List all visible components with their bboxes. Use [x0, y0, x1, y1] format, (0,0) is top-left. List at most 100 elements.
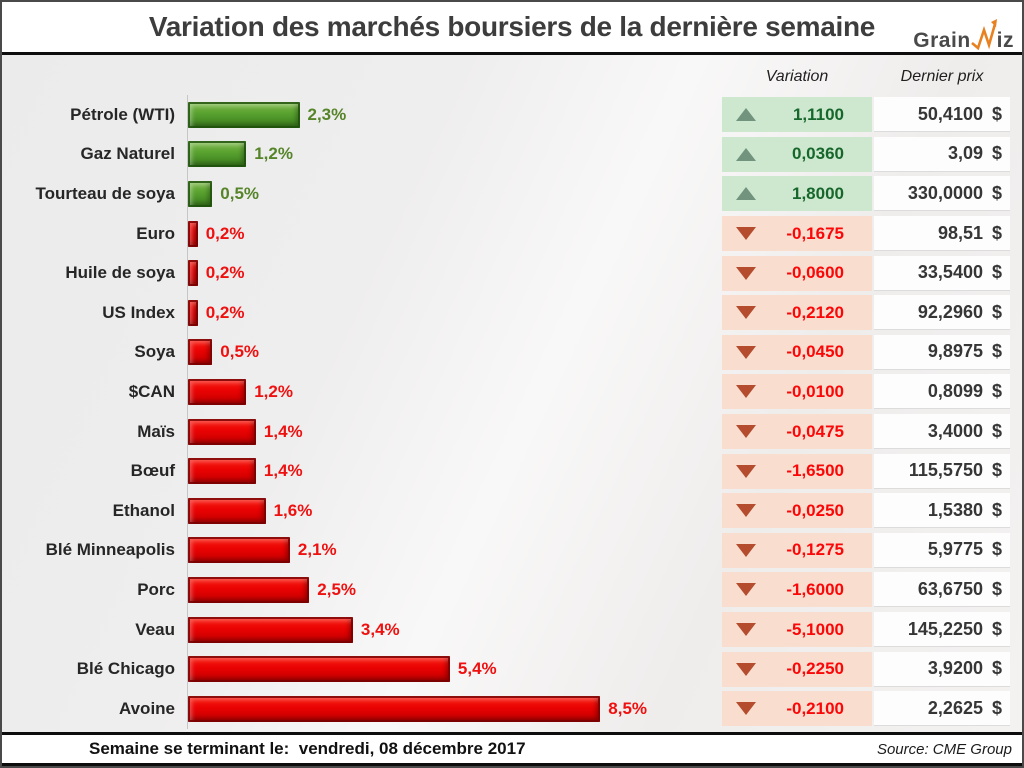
currency-symbol: $ [991, 420, 1002, 441]
variation-value: -0,2100 [786, 698, 844, 718]
variation-cell: -0,0100 [722, 374, 872, 410]
down-triangle-icon [736, 662, 756, 676]
row-label: US Index [102, 302, 175, 322]
up-triangle-icon [736, 108, 756, 122]
bar-value: 3,4% [360, 619, 400, 639]
row-label: Tourteau de soya [35, 183, 176, 203]
bar-value: 2,3% [307, 104, 347, 124]
variation-value: 0,0360 [792, 144, 844, 164]
commodity-row: Pétrole (WTI) 2,3% 1,1100 50,4100 $ [2, 95, 1022, 135]
row-label: Ethanol [112, 500, 175, 520]
commodity-row: Gaz Naturel 1,2% 0,0360 3,09 $ [2, 134, 1022, 175]
currency-symbol: $ [991, 539, 1002, 560]
variation-cell: -0,1675 [722, 216, 872, 252]
bar-area: 1,4% [187, 451, 722, 491]
currency-symbol: $ [991, 301, 1002, 322]
price-cell: 92,2960 $ [874, 295, 1010, 331]
price-value: 9,8975 [927, 341, 983, 362]
price-value: 0,8099 [927, 380, 983, 401]
bar-value: 0,5% [220, 183, 260, 203]
bar-value: 0,5% [220, 342, 260, 362]
bar [188, 418, 256, 445]
logo-text-grain: Grain [913, 29, 971, 52]
price-column-header: Dernier prix [900, 67, 984, 85]
currency-symbol: $ [991, 697, 1002, 718]
bar-area: 2,3% [187, 95, 722, 135]
commodity-row: Huile de soya 0,2% -0,0600 33,5400 $ [2, 253, 1022, 293]
row-label: Bœuf [130, 461, 175, 481]
down-triangle-icon [736, 266, 756, 280]
variation-cell: 1,8000 [722, 176, 872, 212]
currency-symbol: $ [991, 499, 1002, 520]
bar [188, 101, 300, 128]
price-value: 50,4100 [917, 103, 983, 124]
commodity-row: Bœuf 1,4% -1,6500 115,5750 $ [2, 451, 1022, 491]
variation-cell: -5,1000 [722, 612, 872, 648]
bar [188, 656, 450, 683]
variation-cell: -0,2100 [722, 691, 872, 727]
row-label: Pétrole (WTI) [70, 104, 175, 124]
currency-symbol: $ [991, 658, 1002, 679]
price-cell: 3,4000 $ [874, 414, 1010, 450]
commodity-row: Avoine 8,5% -0,2100 2,2625 $ [2, 688, 1022, 729]
price-value: 330,0000 [907, 182, 983, 203]
bar [188, 299, 198, 326]
bar-area: 2,1% [187, 530, 722, 571]
variation-cell: -1,6000 [722, 572, 872, 608]
commodity-row: Maïs 1,4% -0,0475 3,4000 $ [2, 411, 1022, 452]
bar-area: 1,4% [187, 411, 722, 452]
row-label: Veau [135, 619, 175, 639]
variation-cell: -0,0475 [722, 414, 872, 450]
variation-value: -0,2250 [786, 659, 844, 679]
variation-cell: -0,2250 [722, 651, 872, 687]
bar [188, 180, 213, 207]
price-value: 1,5380 [927, 499, 983, 520]
row-label: Gaz Naturel [80, 144, 175, 164]
variation-cell: 1,1100 [722, 97, 872, 133]
up-triangle-icon [736, 147, 756, 161]
bar [188, 220, 198, 247]
variation-column-header: Variation [765, 67, 829, 85]
price-cell: 0,8099 $ [874, 374, 1010, 410]
price-cell: 5,9775 $ [874, 532, 1010, 568]
bar-value: 1,2% [254, 381, 293, 401]
variation-value: 1,8000 [792, 183, 844, 203]
price-cell: 33,5400 $ [874, 255, 1010, 291]
commodity-row: Veau 3,4% -5,1000 145,2250 $ [2, 609, 1022, 650]
commodity-row: Euro 0,2% -0,1675 98,51 $ [2, 213, 1022, 254]
currency-symbol: $ [991, 182, 1002, 203]
up-triangle-icon [736, 187, 756, 201]
commodity-row: US Index 0,2% -0,2120 92,2960 $ [2, 292, 1022, 333]
bar [188, 616, 353, 643]
variation-value: -0,1275 [786, 540, 844, 560]
variation-cell: -0,1275 [722, 532, 872, 568]
logo-zigzag-chart-icon [970, 19, 997, 51]
down-triangle-icon [736, 345, 756, 359]
bar [188, 378, 247, 405]
bar-value: 0,2% [205, 263, 245, 283]
down-triangle-icon [736, 583, 756, 597]
down-triangle-icon [736, 464, 756, 478]
variation-value: -1,6500 [786, 461, 844, 481]
report-header: Variation des marchés boursiers de la de… [2, 2, 1022, 55]
bar-area: 3,4% [187, 609, 722, 650]
page-title: Variation des marchés boursiers de la de… [148, 11, 876, 42]
row-label: Porc [137, 579, 175, 599]
price-value: 33,5400 [917, 262, 983, 283]
currency-symbol: $ [991, 222, 1002, 243]
report-footer: Semaine se terminant le: vendredi, 08 dé… [2, 732, 1022, 766]
bar-area: 0,5% [187, 174, 722, 214]
commodity-row: Ethanol 1,6% -0,0250 1,5380 $ [2, 490, 1022, 531]
row-label: Blé Chicago [76, 659, 175, 679]
bar-value: 1,4% [263, 461, 303, 481]
bar-area: 0,2% [187, 253, 722, 293]
commodity-row: Soya 0,5% -0,0450 9,8975 $ [2, 332, 1022, 373]
variation-value: -0,1675 [786, 223, 844, 243]
commodity-row: Blé Chicago 5,4% -0,2250 3,9200 $ [2, 649, 1022, 689]
price-cell: 3,9200 $ [874, 651, 1010, 687]
bar [188, 537, 290, 564]
bar-value: 2,5% [317, 579, 357, 599]
bar-area: 0,2% [187, 213, 722, 254]
price-value: 5,9775 [927, 539, 983, 560]
